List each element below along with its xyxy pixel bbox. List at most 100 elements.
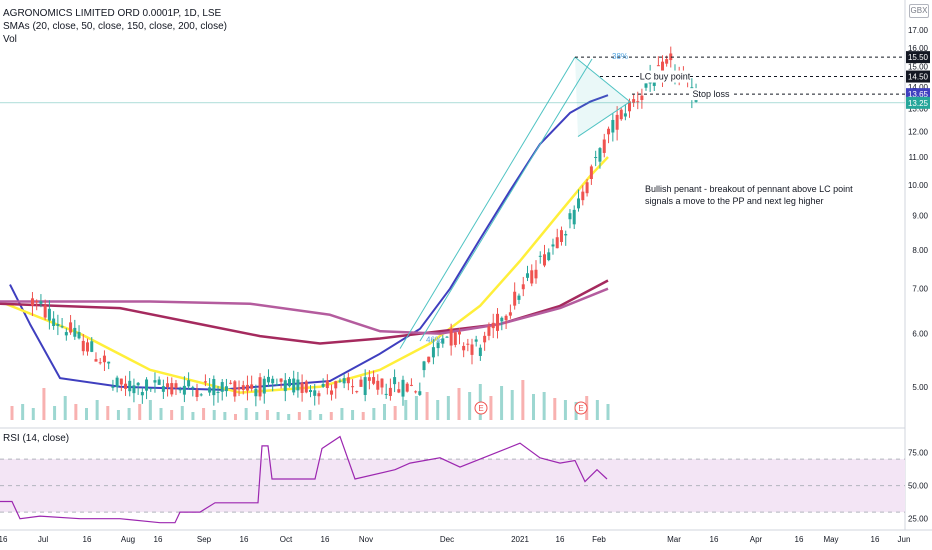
- candle-body: [132, 385, 136, 394]
- candle-body: [449, 328, 453, 346]
- volume-bar: [468, 392, 472, 420]
- candle-body: [241, 385, 245, 390]
- time-tick-label: Jun: [898, 535, 911, 544]
- candle-body: [279, 378, 283, 382]
- time-tick-label: 16: [321, 535, 330, 544]
- candle-body: [224, 386, 228, 392]
- candle-body: [388, 387, 392, 396]
- price-tick-label: 7.00: [912, 285, 928, 294]
- earnings-marker: [574, 401, 588, 415]
- volume-bar: [191, 412, 195, 420]
- volume-bar: [10, 406, 14, 420]
- candle-body: [526, 273, 530, 278]
- candle-body: [466, 343, 470, 345]
- candle-body: [427, 356, 431, 363]
- candle-body: [568, 213, 572, 220]
- candle-body: [457, 331, 461, 335]
- candle-body: [602, 139, 606, 153]
- candle-body: [309, 389, 313, 393]
- candle-body: [262, 378, 266, 394]
- candle-body: [661, 61, 665, 79]
- candle-body: [636, 101, 640, 103]
- volume-bar: [414, 396, 418, 420]
- earnings-marker-label: E: [578, 404, 583, 413]
- candle-body: [409, 384, 413, 386]
- candle-body: [640, 95, 644, 100]
- volume-bar: [532, 394, 535, 420]
- candle-body: [140, 392, 144, 396]
- lc-buy-label-bg: [640, 70, 690, 83]
- candle-body: [422, 361, 426, 371]
- candle-body: [504, 315, 508, 321]
- price-tick-label: 16.00: [908, 44, 929, 53]
- candle-body: [195, 389, 199, 397]
- candle-body: [669, 53, 673, 61]
- candle-body: [551, 244, 555, 247]
- candle-body: [359, 379, 363, 387]
- candle-body: [191, 387, 195, 389]
- candle-body: [73, 327, 77, 337]
- candle-body: [216, 391, 220, 393]
- candle-body: [161, 386, 165, 392]
- candle-body: [325, 380, 329, 389]
- candle-body: [250, 384, 254, 389]
- volume-bar: [425, 392, 429, 420]
- volume-bar: [521, 380, 525, 420]
- pennant-note-line-2: signals a move to the PP and next leg hi…: [645, 196, 823, 206]
- candle-body: [296, 379, 300, 391]
- candle-body: [287, 378, 291, 387]
- time-tick-label: Feb: [592, 535, 606, 544]
- price-tick-label: 9.00: [912, 212, 928, 221]
- currency-badge[interactable]: GBX: [909, 4, 929, 18]
- candle-body: [300, 382, 304, 393]
- candle-body: [555, 237, 559, 249]
- volume-bar: [74, 404, 78, 420]
- volume-bar: [159, 408, 163, 420]
- candle-body: [271, 378, 275, 384]
- time-tick-label: 16: [0, 535, 8, 544]
- pennant-line: [574, 56, 631, 103]
- candle-body: [397, 389, 401, 393]
- candle-body: [212, 378, 216, 396]
- volume-bar: [351, 410, 355, 420]
- candle-body: [182, 385, 186, 395]
- price-tick-label: 14.00: [908, 83, 929, 92]
- candle-body: [94, 359, 98, 362]
- volume-bar: [255, 412, 259, 420]
- candle-body: [342, 378, 346, 384]
- candle-body: [124, 383, 128, 389]
- chart-title: AGRONOMICS LIMITED ORD 0.0001P, 1D, LSE: [3, 8, 222, 19]
- sma-legend: SMAs (20, close, 50, close, 150, close, …: [3, 21, 227, 32]
- candle-body: [611, 119, 615, 133]
- candle-body: [43, 305, 47, 318]
- volume-bar: [170, 410, 174, 420]
- price-tick-label: 11.00: [909, 153, 929, 162]
- candle-body: [628, 101, 632, 112]
- candle-body: [623, 113, 627, 117]
- candle-body: [149, 388, 153, 390]
- time-tick-label: Oct: [280, 535, 293, 544]
- candle-body: [401, 379, 405, 397]
- candle-body: [283, 380, 287, 392]
- price-tick-label: 17.00: [908, 26, 929, 35]
- candle-body: [367, 377, 371, 381]
- candle-body: [534, 269, 538, 279]
- volume-bar: [244, 408, 248, 420]
- volume-bar: [95, 400, 99, 420]
- volume-bar: [127, 408, 131, 420]
- price-tag-label: 13.25: [908, 99, 929, 108]
- candle-body: [363, 377, 367, 395]
- volume-bar: [212, 410, 216, 420]
- pennant-fill: [575, 57, 630, 137]
- time-tick-label: Jul: [38, 535, 48, 544]
- price-tag: [906, 51, 930, 64]
- candle-body: [559, 230, 563, 242]
- pennant-note-line-1: Bullish penant - breakout of pennant abo…: [645, 184, 853, 194]
- candle-body: [313, 390, 317, 396]
- time-tick-label: 16: [710, 535, 719, 544]
- candle-body: [665, 59, 669, 64]
- candle-body: [30, 298, 34, 306]
- candle-body: [478, 347, 482, 356]
- candle-body: [145, 379, 149, 391]
